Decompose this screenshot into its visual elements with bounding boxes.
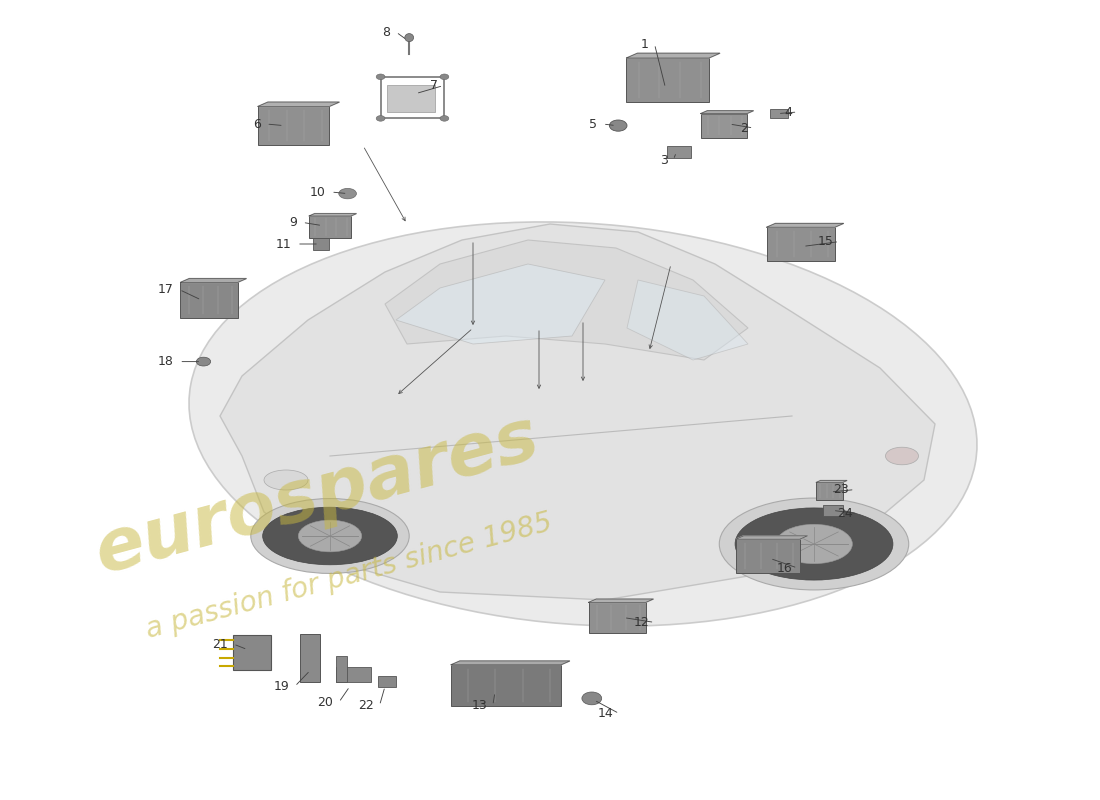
Bar bbox=[336, 667, 371, 682]
Bar bbox=[588, 602, 646, 633]
Text: 19: 19 bbox=[274, 680, 289, 693]
Bar bbox=[451, 665, 561, 706]
Ellipse shape bbox=[196, 357, 211, 366]
Polygon shape bbox=[309, 214, 356, 216]
Text: 20: 20 bbox=[318, 696, 333, 709]
Ellipse shape bbox=[440, 115, 449, 121]
Bar bbox=[816, 482, 843, 500]
Bar bbox=[233, 635, 271, 670]
Polygon shape bbox=[451, 661, 570, 665]
Text: 11: 11 bbox=[276, 238, 292, 250]
Text: 17: 17 bbox=[158, 283, 174, 296]
Bar bbox=[823, 505, 843, 516]
Text: 22: 22 bbox=[359, 699, 374, 712]
Polygon shape bbox=[588, 599, 653, 602]
Text: 4: 4 bbox=[784, 106, 792, 118]
Ellipse shape bbox=[189, 222, 977, 626]
Polygon shape bbox=[701, 110, 754, 114]
Ellipse shape bbox=[440, 74, 449, 79]
Ellipse shape bbox=[609, 120, 627, 131]
Text: 7: 7 bbox=[430, 79, 438, 92]
Text: 9: 9 bbox=[289, 216, 297, 229]
Bar bbox=[300, 634, 320, 682]
Bar bbox=[627, 58, 710, 102]
Bar bbox=[309, 216, 351, 238]
Text: 24: 24 bbox=[837, 507, 852, 520]
Text: 1: 1 bbox=[641, 38, 649, 50]
Text: 13: 13 bbox=[472, 699, 487, 712]
Ellipse shape bbox=[776, 524, 853, 564]
Text: 15: 15 bbox=[818, 235, 834, 248]
Text: 8: 8 bbox=[383, 26, 390, 38]
Bar bbox=[387, 85, 434, 112]
Ellipse shape bbox=[264, 470, 308, 490]
Text: 14: 14 bbox=[598, 707, 614, 720]
Text: 12: 12 bbox=[634, 616, 649, 629]
Bar bbox=[378, 676, 396, 687]
Bar bbox=[767, 227, 835, 261]
Ellipse shape bbox=[735, 508, 893, 580]
Bar bbox=[336, 656, 346, 682]
Ellipse shape bbox=[376, 115, 385, 121]
Bar bbox=[736, 539, 800, 573]
Ellipse shape bbox=[582, 692, 602, 705]
Text: 21: 21 bbox=[212, 638, 228, 650]
Polygon shape bbox=[257, 102, 339, 106]
Ellipse shape bbox=[298, 520, 362, 552]
Text: 18: 18 bbox=[158, 355, 174, 368]
Bar bbox=[312, 238, 330, 250]
Polygon shape bbox=[385, 240, 748, 360]
Bar bbox=[180, 282, 238, 318]
Ellipse shape bbox=[405, 34, 414, 42]
Ellipse shape bbox=[263, 507, 397, 565]
Polygon shape bbox=[767, 223, 844, 227]
Bar bbox=[667, 146, 691, 158]
Text: 23: 23 bbox=[834, 483, 849, 496]
Polygon shape bbox=[220, 224, 935, 600]
Text: 2: 2 bbox=[740, 122, 748, 134]
Polygon shape bbox=[627, 53, 719, 58]
Polygon shape bbox=[627, 280, 748, 360]
Text: eurospares: eurospares bbox=[88, 403, 547, 589]
Ellipse shape bbox=[251, 498, 409, 574]
Text: a passion for parts since 1985: a passion for parts since 1985 bbox=[143, 508, 556, 644]
Bar bbox=[770, 109, 788, 118]
Ellipse shape bbox=[886, 447, 918, 465]
Bar bbox=[257, 106, 329, 145]
Text: 16: 16 bbox=[777, 562, 792, 574]
Ellipse shape bbox=[376, 74, 385, 79]
Polygon shape bbox=[816, 481, 847, 482]
Text: 10: 10 bbox=[310, 186, 326, 198]
Polygon shape bbox=[396, 264, 605, 344]
Polygon shape bbox=[736, 536, 807, 539]
Polygon shape bbox=[180, 278, 246, 282]
Ellipse shape bbox=[339, 188, 356, 199]
Ellipse shape bbox=[719, 498, 909, 590]
Text: 6: 6 bbox=[253, 118, 261, 130]
Text: 5: 5 bbox=[590, 118, 597, 130]
Text: 3: 3 bbox=[660, 154, 668, 166]
Bar bbox=[701, 114, 747, 138]
